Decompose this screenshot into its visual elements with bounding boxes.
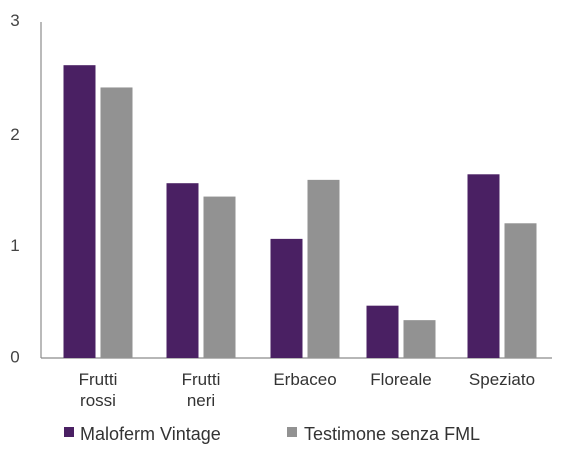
bar-maloferm-vintage-3 — [366, 305, 399, 358]
x-tick-label: neri — [187, 391, 215, 410]
x-tick-label: Frutti — [79, 370, 118, 389]
y-tick-label: 3 — [10, 11, 19, 30]
bar-maloferm-vintage-4 — [467, 174, 500, 358]
legend-label: Maloferm Vintage — [80, 424, 221, 444]
x-tick-label: Speziato — [469, 370, 535, 389]
bar-testimone-3 — [403, 320, 436, 358]
bar-maloferm-vintage-1 — [166, 183, 199, 358]
bar-maloferm-vintage-2 — [270, 238, 303, 358]
bar-testimone-4 — [504, 223, 537, 358]
bar-testimone-1 — [203, 196, 236, 358]
category-labels: Frutti rossi Frutti neri Erbaceo Floreale Spez… — [79, 370, 535, 410]
y-tick-label: 0 — [10, 347, 19, 366]
bar-maloferm-vintage-0 — [63, 65, 96, 359]
x-tick-label: Erbaceo — [273, 370, 336, 389]
legend-label: Testimone senza FML — [304, 424, 480, 444]
x-tick-label: rossi — [80, 391, 116, 410]
y-tick-label: 1 — [10, 236, 19, 255]
legend: Maloferm Vintage Testimone senza FML — [64, 424, 480, 444]
bar-testimone-0 — [100, 87, 133, 359]
legend-swatch — [64, 427, 74, 437]
x-tick-label: Floreale — [370, 370, 431, 389]
bars — [63, 65, 537, 359]
y-tick-label: 2 — [10, 125, 19, 144]
bar-testimone-2 — [307, 179, 340, 358]
x-tick-label: Frutti — [182, 370, 221, 389]
legend-swatch — [287, 427, 297, 437]
